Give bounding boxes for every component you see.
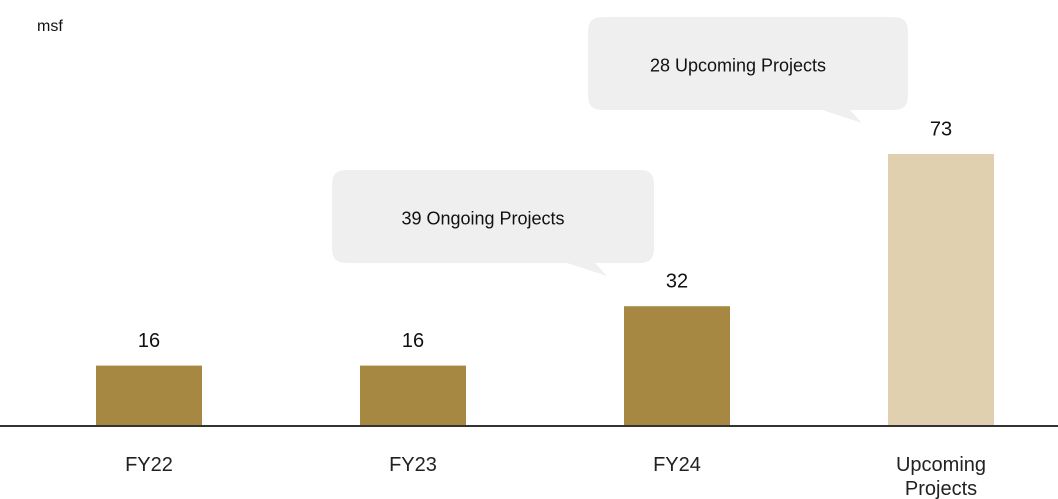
x-tick-label: FY23 [389, 454, 437, 476]
callout-text: 28 Upcoming Projects [650, 55, 826, 75]
x-tick-label: Upcoming Projects [895, 454, 987, 499]
callout-bubble [332, 170, 654, 276]
callout-text: 39 Ongoing Projects [401, 208, 564, 228]
bar [360, 365, 466, 425]
x-tick-label: FY22 [125, 454, 173, 476]
value-label: 16 [402, 330, 424, 352]
value-label: 32 [666, 270, 688, 292]
x-tick-label: FY24 [653, 454, 701, 476]
callout-bubble [588, 17, 908, 123]
y-axis-label: msf [37, 18, 63, 35]
bar [96, 365, 202, 425]
value-label: 16 [138, 330, 160, 352]
value-label: 73 [930, 118, 952, 140]
bar [888, 154, 994, 425]
bar [624, 306, 730, 425]
